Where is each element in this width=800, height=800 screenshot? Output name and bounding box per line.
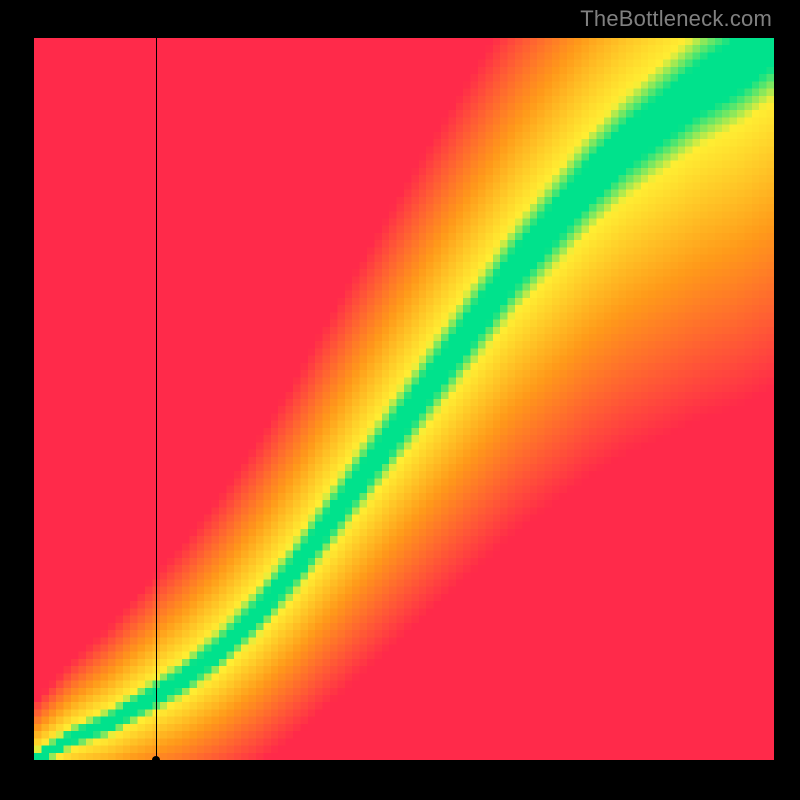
attribution-text: TheBottleneck.com xyxy=(580,6,772,32)
bottleneck-heatmap xyxy=(34,38,774,760)
marker-dot xyxy=(152,756,160,764)
heatmap-canvas xyxy=(34,38,774,760)
marker-vertical-line xyxy=(156,38,157,760)
